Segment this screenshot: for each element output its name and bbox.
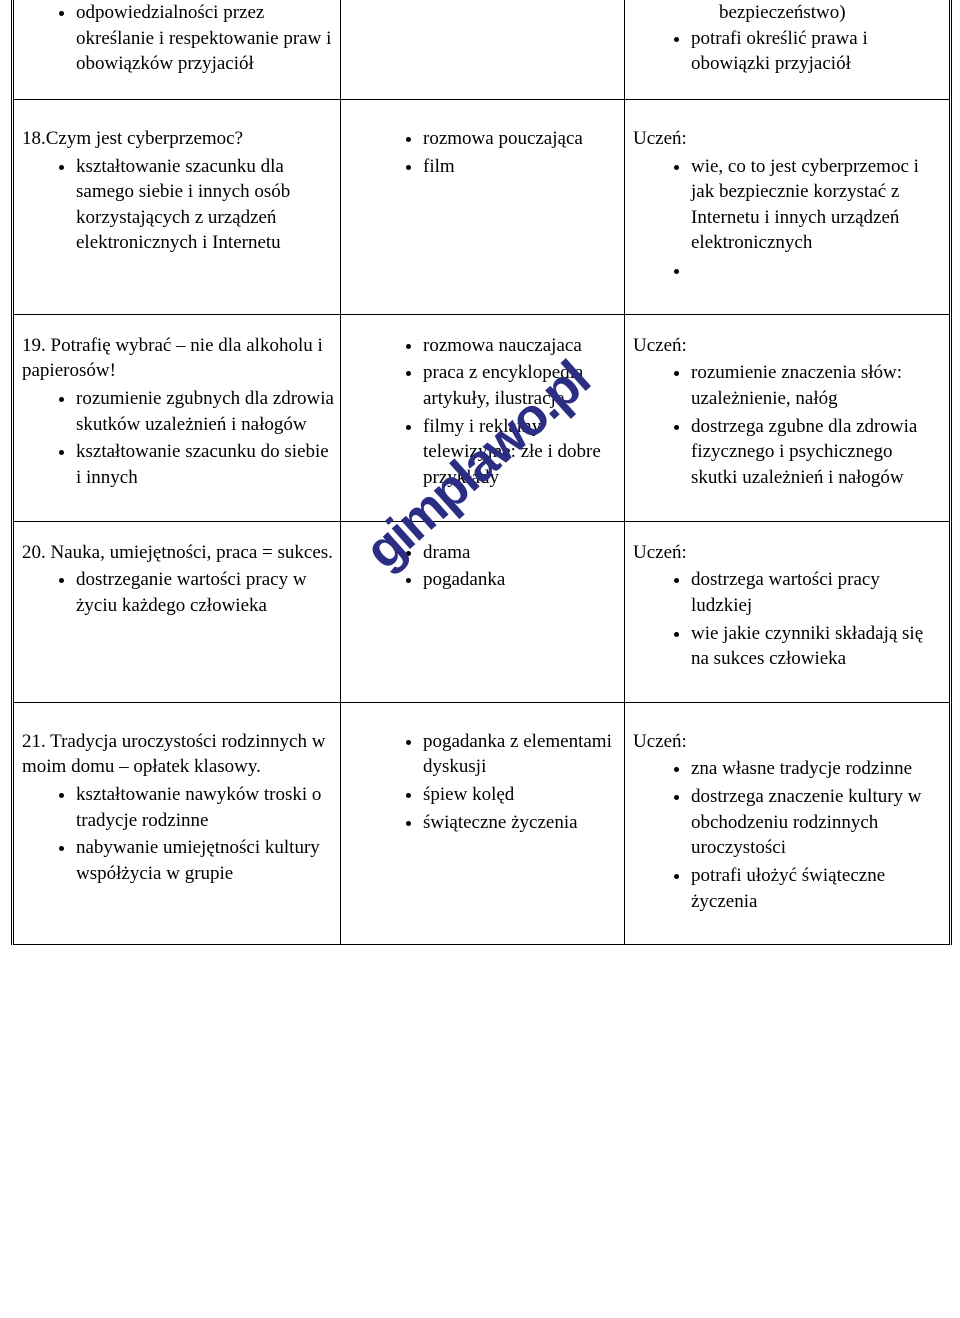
table-row: 19. Potrafię wybrać – nie dla alkoholu i… bbox=[13, 314, 951, 521]
bullet-item: rozumienie zgubnych dla zdrowia skutków … bbox=[76, 386, 334, 437]
cell-col2: rozmowa pouczająca film bbox=[341, 99, 625, 314]
curriculum-table: odpowiedzialności przez określanie i res… bbox=[11, 0, 952, 945]
col1-bullets: kształtowanie nawyków troski o tradycje … bbox=[20, 782, 334, 887]
bullet-item: dostrzeganie wartości pracy w życiu każd… bbox=[76, 567, 334, 618]
uczen-label: Uczeń: bbox=[631, 540, 943, 566]
table-row: 21. Tradycja uroczystości rodzinnych w m… bbox=[13, 702, 951, 944]
bullet-item: śpiew kolęd bbox=[423, 782, 618, 808]
col2-bullets: drama pogadanka bbox=[347, 540, 618, 593]
col3-bullets: dostrzega wartości pracy ludzkiej wie ja… bbox=[631, 567, 943, 672]
bullet-item: dostrzega wartości pracy ludzkiej bbox=[691, 567, 943, 618]
col3-continued-text: bezpieczeństwo) bbox=[631, 0, 943, 26]
bullet-item bbox=[691, 258, 943, 284]
bullet-item: kształtowanie szacunku do siebie i innyc… bbox=[76, 439, 334, 490]
bullet-item: zna własne tradycje rodzinne bbox=[691, 756, 943, 782]
col1-bullets: dostrzeganie wartości pracy w życiu każd… bbox=[20, 567, 334, 618]
row-title: 21. Tradycja uroczystości rodzinnych w m… bbox=[20, 729, 334, 780]
cell-col2: drama pogadanka bbox=[341, 521, 625, 702]
bullet-item: potrafi określić prawa i obowiązki przyj… bbox=[691, 26, 943, 77]
table-row: 20. Nauka, umiejętności, praca = sukces.… bbox=[13, 521, 951, 702]
page: odpowiedzialności przez określanie i res… bbox=[0, 0, 960, 1318]
bullet-item: pogadanka bbox=[423, 567, 618, 593]
bullet-item: kształtowanie szacunku dla samego siebie… bbox=[76, 154, 334, 257]
col1-bullets: odpowiedzialności przez określanie i res… bbox=[20, 0, 334, 77]
cell-col3: Uczeń: rozumienie znaczenia słów: uzależ… bbox=[625, 314, 951, 521]
col3-bullets: rozumienie znaczenia słów: uzależnienie,… bbox=[631, 360, 943, 490]
row-title: 18.Czym jest cyberprzemoc? bbox=[20, 126, 334, 152]
bullet-item: drama bbox=[423, 540, 618, 566]
cell-col3: Uczeń: wie, co to jest cyberprzemoc i ja… bbox=[625, 99, 951, 314]
cell-col2 bbox=[341, 0, 625, 99]
uczen-label: Uczeń: bbox=[631, 729, 943, 755]
bullet-item: dostrzega znaczenie kultury w obchodzeni… bbox=[691, 784, 943, 861]
table-row: 18.Czym jest cyberprzemoc? kształtowanie… bbox=[13, 99, 951, 314]
cell-col1: 18.Czym jest cyberprzemoc? kształtowanie… bbox=[13, 99, 341, 314]
bullet-item: wie, co to jest cyberprzemoc i jak bezpi… bbox=[691, 154, 943, 257]
uczen-label: Uczeń: bbox=[631, 333, 943, 359]
bullet-item: dostrzega zgubne dla zdrowia fizycznego … bbox=[691, 414, 943, 491]
uczen-label: Uczeń: bbox=[631, 126, 943, 152]
cell-col3: Uczeń: dostrzega wartości pracy ludzkiej… bbox=[625, 521, 951, 702]
bullet-item: rozmowa pouczająca bbox=[423, 126, 618, 152]
bullet-item: rozmowa nauczajaca bbox=[423, 333, 618, 359]
col3-bullets: wie, co to jest cyberprzemoc i jak bezpi… bbox=[631, 154, 943, 284]
col2-bullets: rozmowa nauczajaca praca z encyklopedią … bbox=[347, 333, 618, 491]
cell-col1: 21. Tradycja uroczystości rodzinnych w m… bbox=[13, 702, 341, 944]
col1-bullets: kształtowanie szacunku dla samego siebie… bbox=[20, 154, 334, 257]
col3-bullets: potrafi określić prawa i obowiązki przyj… bbox=[631, 26, 943, 77]
row-title: 19. Potrafię wybrać – nie dla alkoholu i… bbox=[20, 333, 334, 384]
col1-bullets: rozumienie zgubnych dla zdrowia skutków … bbox=[20, 386, 334, 491]
bullet-item: potrafi ułożyć świąteczne życzenia bbox=[691, 863, 943, 914]
bullet-item: świąteczne życzenia bbox=[423, 810, 618, 836]
bullet-item: wie jakie czynniki składają się na sukce… bbox=[691, 621, 943, 672]
col2-bullets: rozmowa pouczająca film bbox=[347, 126, 618, 179]
cell-col2: pogadanka z elementami dyskusji śpiew ko… bbox=[341, 702, 625, 944]
bullet-item: filmy i reklamy telewizyjne: złe i dobre… bbox=[423, 414, 618, 491]
cell-col3: bezpieczeństwo) potrafi określić prawa i… bbox=[625, 0, 951, 99]
bullet-item: pogadanka z elementami dyskusji bbox=[423, 729, 618, 780]
cell-col3: Uczeń: zna własne tradycje rodzinne dost… bbox=[625, 702, 951, 944]
cell-col1: odpowiedzialności przez określanie i res… bbox=[13, 0, 341, 99]
col2-bullets: pogadanka z elementami dyskusji śpiew ko… bbox=[347, 729, 618, 836]
bullet-item: kształtowanie nawyków troski o tradycje … bbox=[76, 782, 334, 833]
cell-col1: 19. Potrafię wybrać – nie dla alkoholu i… bbox=[13, 314, 341, 521]
cell-col1: 20. Nauka, umiejętności, praca = sukces.… bbox=[13, 521, 341, 702]
row-title: 20. Nauka, umiejętności, praca = sukces. bbox=[20, 540, 334, 566]
col3-bullets: zna własne tradycje rodzinne dostrzega z… bbox=[631, 756, 943, 914]
bullet-item: film bbox=[423, 154, 618, 180]
bullet-item: rozumienie znaczenia słów: uzależnienie,… bbox=[691, 360, 943, 411]
bullet-item: odpowiedzialności przez określanie i res… bbox=[76, 0, 334, 77]
cell-col2: rozmowa nauczajaca praca z encyklopedią … bbox=[341, 314, 625, 521]
bullet-item: praca z encyklopedią artykuły, ilustracj… bbox=[423, 360, 618, 411]
bullet-item: nabywanie umiejętności kultury współżyci… bbox=[76, 835, 334, 886]
table-row: odpowiedzialności przez określanie i res… bbox=[13, 0, 951, 99]
